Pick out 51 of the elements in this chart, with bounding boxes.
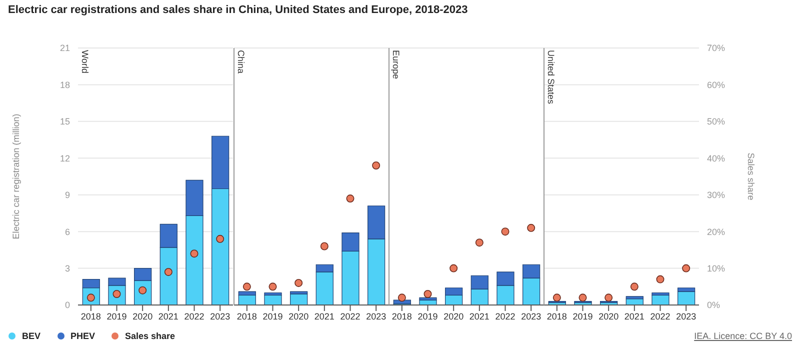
x-tick-label: 2018 [546, 311, 567, 322]
x-tick-label: 2023 [366, 311, 386, 322]
x-tick-label: 2023 [210, 311, 230, 322]
x-tick-label: 2022 [340, 311, 360, 322]
y-axis-title: Electric car registration (million) [11, 114, 22, 240]
x-tick-label: 2018 [236, 311, 257, 322]
x-tick-label: 2019 [106, 311, 127, 322]
y2-tick-label: 70% [707, 43, 726, 54]
text: Europe [391, 50, 401, 80]
x-tick-label: 2020 [598, 311, 619, 322]
x-tick-label: 2021 [624, 311, 644, 322]
y2-tick-label: 30% [707, 190, 726, 200]
x-tick-label: 2022 [184, 311, 204, 322]
x-tick-label: 2018 [392, 311, 412, 322]
x-tick-label: 2021 [314, 311, 334, 322]
text: World [80, 50, 90, 74]
y2-tick-label: 20% [707, 226, 726, 237]
y-tick-label: 21 [60, 43, 70, 54]
legend-label: PHEV [70, 331, 96, 341]
x-tick-label: 2021 [158, 311, 178, 322]
x-tick-label: 2019 [262, 311, 283, 322]
x-tick-label: 2021 [469, 311, 490, 322]
chart-title: Electric car registrations and sales share in China, United States and Europe, 2018-2023 [8, 4, 468, 16]
y2-tick-label: 10% [707, 263, 726, 274]
y2-tick-label: 50% [707, 116, 726, 127]
x-tick-label: 2018 [80, 311, 101, 322]
x-tick-label: 2022 [650, 311, 670, 322]
y-tick-label: 18 [60, 80, 70, 90]
text: IEA. Licence: CC BY 4.0 [694, 331, 792, 341]
y-tick-label: 9 [64, 190, 70, 200]
x-tick-label: 2019 [572, 311, 593, 322]
x-tick-label: 2020 [288, 311, 309, 322]
x-tick-label: 2019 [418, 311, 438, 322]
x-tick-label: 2022 [495, 311, 516, 322]
text: China [236, 50, 246, 74]
y2-axis-title: Sales share [746, 152, 756, 200]
x-tick-label: 2020 [444, 311, 464, 322]
y-tick-label: 3 [64, 263, 70, 274]
x-tick-label: 2020 [132, 311, 153, 322]
y-tick-label: 0 [64, 300, 70, 310]
x-tick-label: 2023 [676, 311, 696, 322]
legend-label: Sales share [124, 331, 176, 341]
y2-tick-label: 0% [707, 300, 720, 310]
y2-tick-label: 40% [707, 153, 726, 164]
y-tick-label: 6 [64, 226, 70, 237]
y-tick-label: 12 [60, 153, 70, 164]
text: United States [546, 50, 556, 104]
legend-label: BEV [21, 331, 41, 341]
x-tick-label: 2023 [521, 311, 542, 322]
y2-tick-label: 60% [707, 80, 726, 90]
y-tick-label: 15 [60, 116, 70, 127]
